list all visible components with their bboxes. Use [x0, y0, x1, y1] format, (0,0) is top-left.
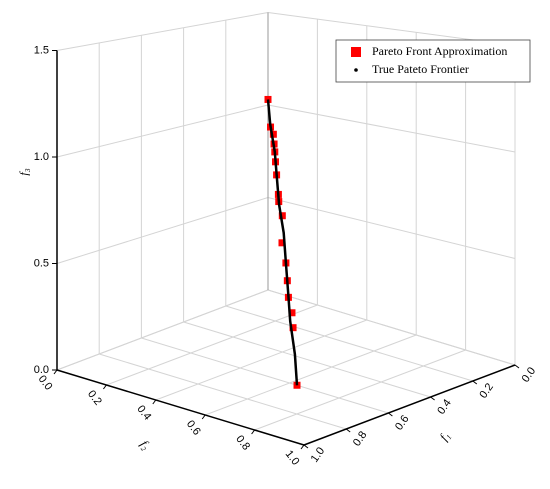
grid-line	[56, 197, 269, 264]
z-tick-label: 0.0	[34, 364, 49, 376]
grid-line	[254, 349, 466, 431]
grid-line	[56, 104, 269, 158]
x-tick-label: 0.4	[435, 397, 454, 416]
grid-line	[267, 289, 516, 366]
x-axis-label: f₁	[437, 429, 453, 443]
y-axis-label: f₂	[138, 437, 154, 452]
point	[289, 324, 297, 332]
y-tick-label: 0.0	[36, 373, 55, 392]
y-tick-label: 0.2	[85, 388, 104, 407]
grid-line	[56, 289, 269, 371]
tick-mark	[152, 399, 157, 405]
legend-box	[335, 39, 531, 83]
tick-mark	[201, 414, 206, 420]
x-tick-label: 1.0	[309, 445, 328, 464]
tick-mark	[514, 364, 520, 369]
legend-marker	[351, 47, 361, 57]
y-tick-label: 0.8	[233, 433, 252, 452]
grid	[56, 12, 516, 446]
z-tick-label: 1.0	[34, 151, 49, 163]
point	[278, 239, 286, 247]
z-tick-label: 1.5	[34, 44, 49, 56]
grid-line	[205, 334, 417, 416]
x-tick-label: 0.6	[393, 413, 412, 432]
grid-line	[155, 319, 367, 401]
grid-line	[99, 353, 347, 430]
point	[264, 95, 272, 103]
point	[269, 130, 277, 138]
y-tick-label: 0.6	[184, 418, 203, 437]
axis-line	[303, 364, 516, 446]
frontier-line	[266, 99, 299, 386]
x-tick-label: 0.2	[477, 381, 496, 400]
tick-mark	[300, 444, 305, 450]
x-tick-label: 0.0	[520, 365, 539, 384]
point	[288, 309, 296, 317]
grid-line	[56, 12, 269, 51]
z-axis-label: f₃	[17, 168, 31, 176]
tick-mark	[251, 429, 256, 435]
x-tick-label: 0.8	[351, 429, 370, 448]
grid-line	[267, 197, 516, 259]
z-tick-label: 0.5	[34, 257, 49, 269]
marks	[264, 95, 301, 389]
grid-line	[225, 305, 473, 382]
grid-line	[106, 304, 318, 386]
y-tick-label: 0.4	[134, 403, 153, 422]
y-tick-label: 1.0	[283, 448, 302, 467]
axis-line	[56, 369, 305, 446]
tick-mark	[53, 369, 58, 375]
legend-label: True Pateto Frontier	[372, 62, 469, 76]
tick-mark	[103, 384, 107, 390]
legend-label: Pareto Front Approximation	[372, 44, 507, 58]
grid-line	[183, 321, 431, 398]
grid-line	[267, 104, 516, 153]
legend-marker	[354, 68, 358, 72]
point	[278, 212, 286, 220]
legend: Pareto Front Approximation True Pateto Fr…	[335, 39, 531, 83]
grid-line	[141, 337, 389, 414]
